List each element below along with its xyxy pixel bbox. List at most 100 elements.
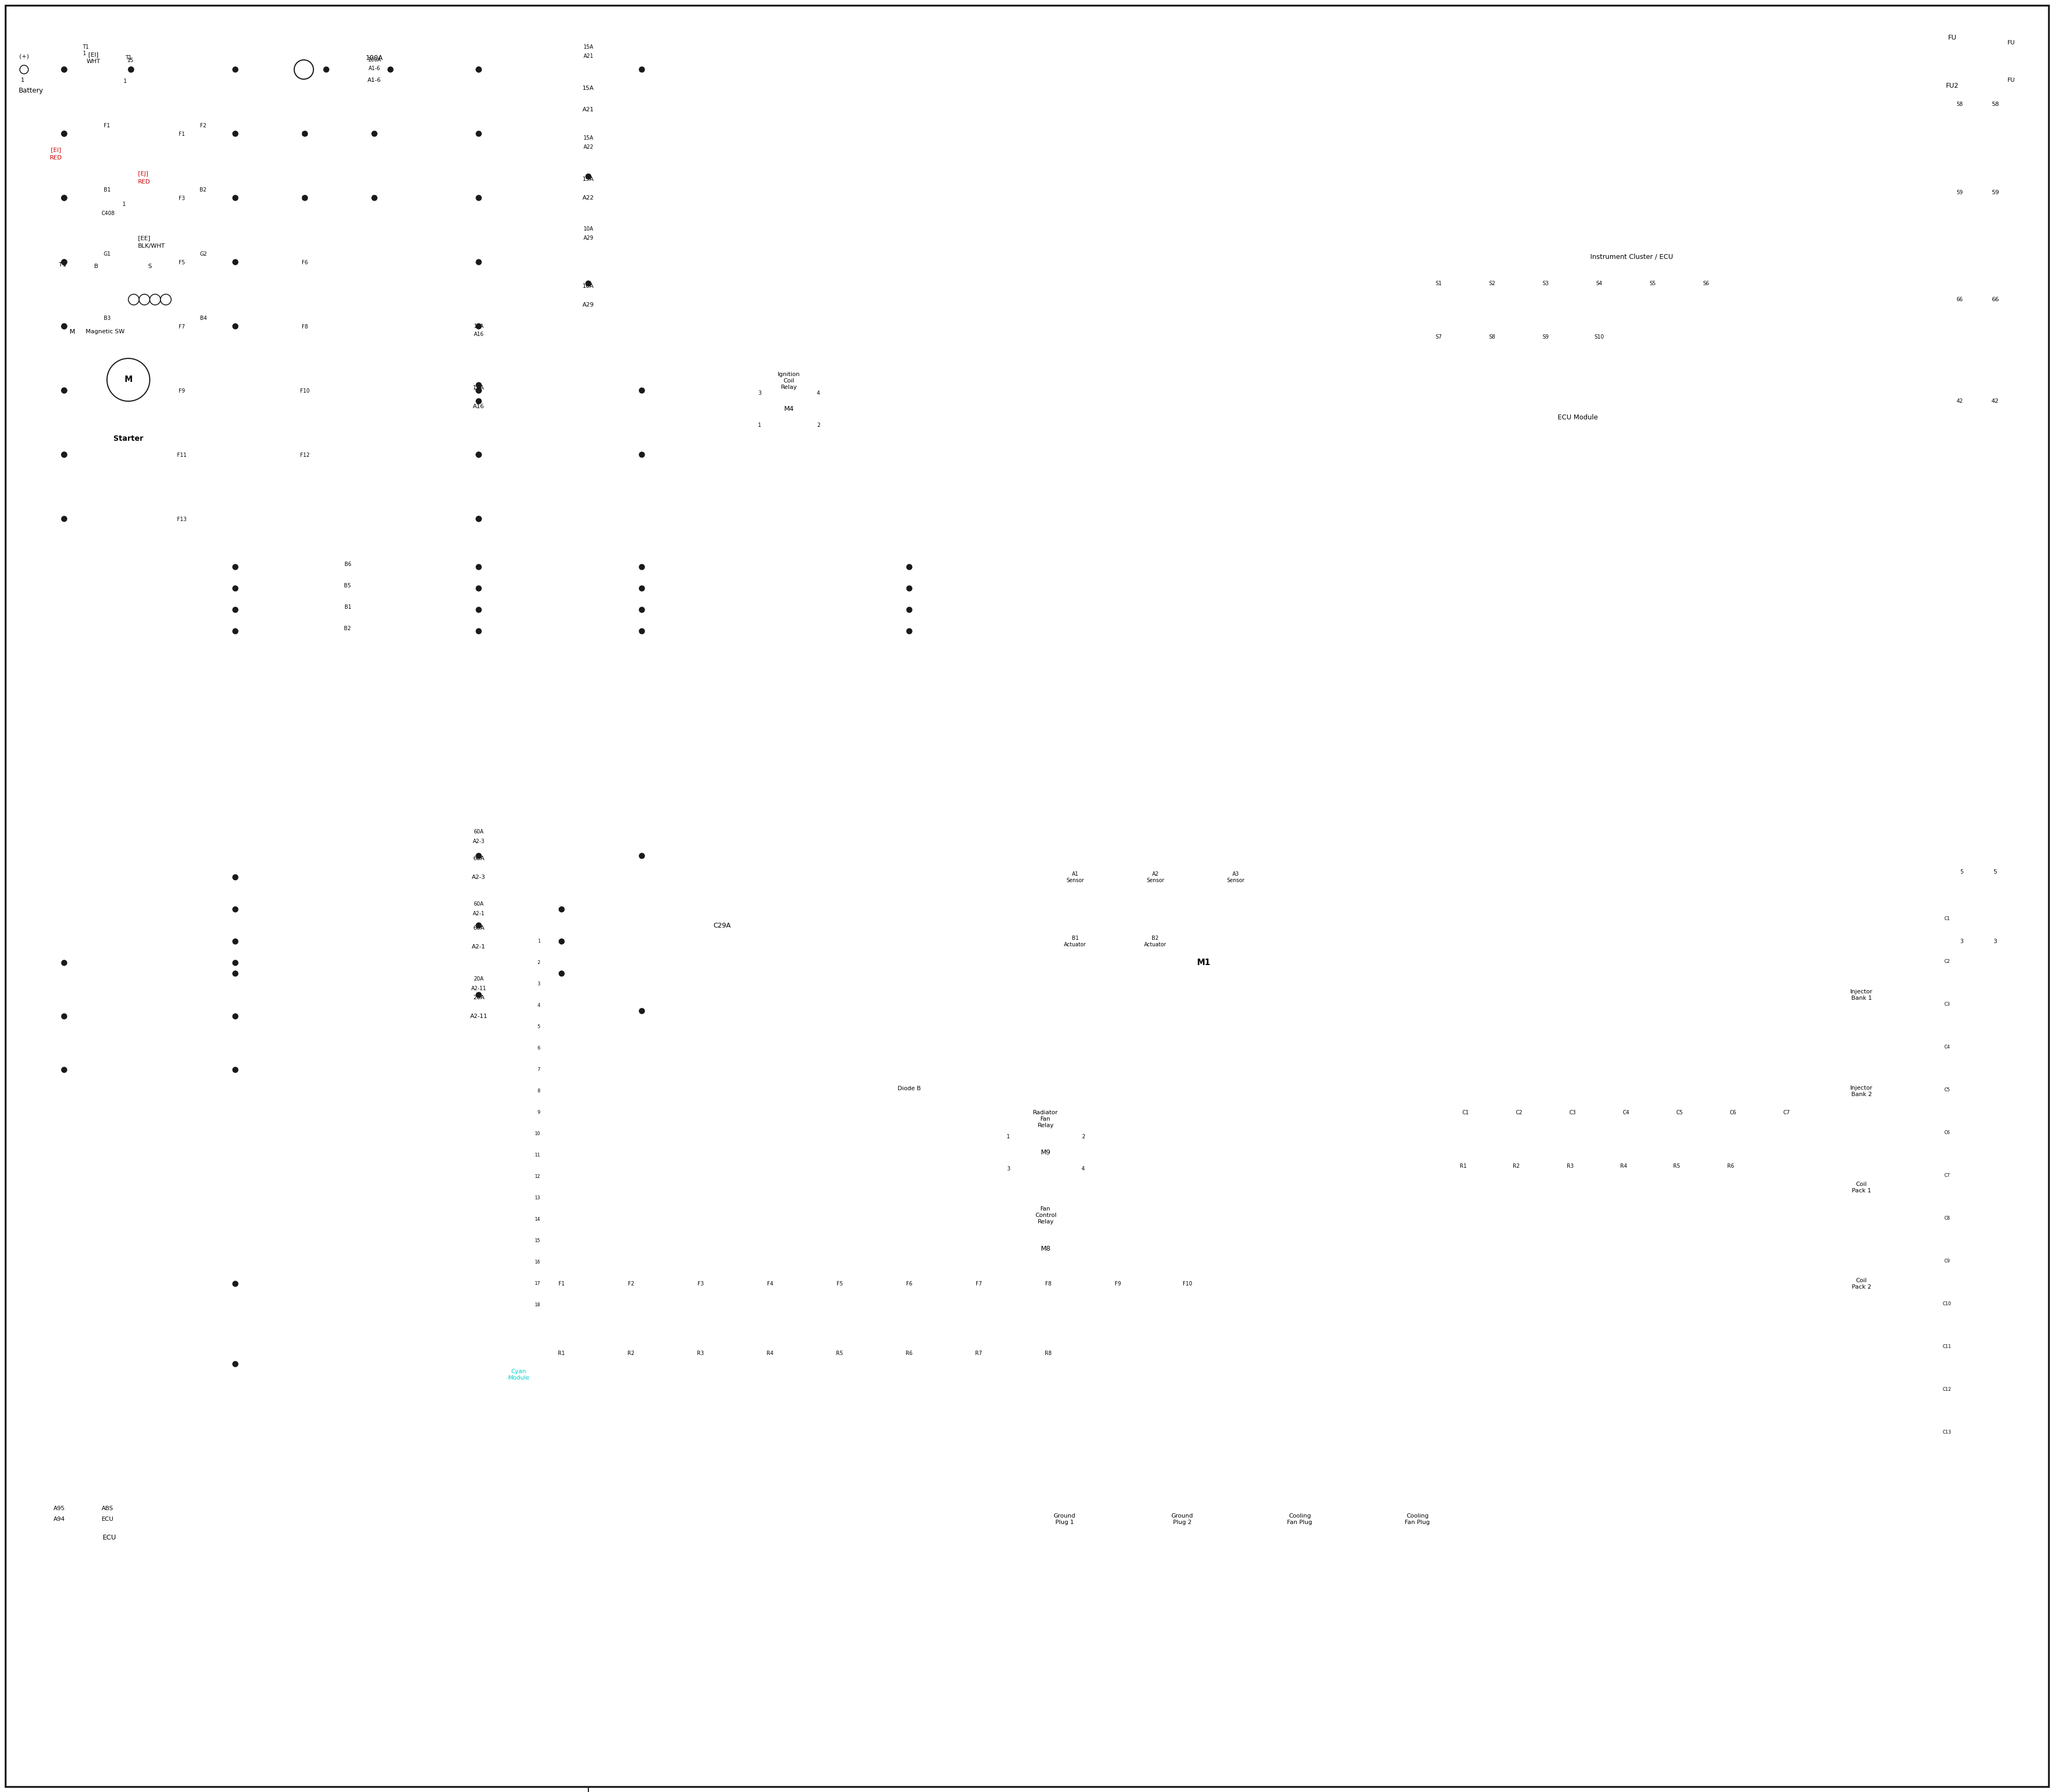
Bar: [1134, 1487, 1230, 1552]
Text: 10A: 10A: [583, 283, 594, 289]
Text: T1: T1: [82, 45, 88, 50]
Text: M1: M1: [1197, 959, 1210, 968]
Text: 3: 3: [538, 982, 540, 987]
Text: A94: A94: [53, 1516, 66, 1521]
Bar: [1968, 864, 1984, 880]
Text: F5: F5: [836, 1281, 842, 1287]
Text: A2-11: A2-11: [470, 1014, 487, 1020]
Text: G2: G2: [199, 251, 207, 256]
Circle shape: [639, 387, 645, 392]
Bar: [1444, 1150, 1481, 1183]
Text: R3: R3: [696, 1351, 705, 1357]
Bar: [1175, 1272, 1202, 1294]
Bar: [474, 998, 483, 1007]
Text: 100A: 100A: [368, 57, 382, 63]
Bar: [1035, 1272, 1062, 1294]
Text: C4: C4: [1623, 1109, 1629, 1115]
Text: 15A: 15A: [583, 86, 594, 91]
Circle shape: [21, 65, 29, 73]
Circle shape: [62, 260, 68, 265]
Text: F6: F6: [906, 1281, 912, 1287]
Text: C29A: C29A: [713, 921, 731, 928]
Bar: [283, 129, 327, 140]
Circle shape: [62, 387, 68, 392]
Circle shape: [477, 195, 481, 201]
Bar: [1898, 65, 2007, 108]
Circle shape: [477, 398, 481, 403]
Circle shape: [585, 174, 592, 179]
Text: (+): (+): [18, 54, 29, 59]
Bar: [283, 321, 327, 333]
Text: 42: 42: [1990, 398, 1999, 403]
Circle shape: [232, 874, 238, 880]
Text: 6: 6: [538, 1047, 540, 1050]
Bar: [160, 321, 203, 333]
Text: FU: FU: [2007, 77, 2015, 82]
Bar: [614, 1337, 647, 1369]
Bar: [1968, 97, 1984, 113]
Bar: [160, 256, 203, 269]
Circle shape: [62, 260, 68, 265]
Text: Magnetic SW: Magnetic SW: [86, 330, 125, 335]
Bar: [1577, 267, 1621, 299]
Bar: [283, 450, 327, 461]
Text: 15A: 15A: [472, 385, 485, 391]
Text: 5: 5: [538, 1025, 540, 1029]
Text: 13: 13: [534, 1195, 540, 1201]
Circle shape: [107, 358, 150, 401]
Text: R2: R2: [1514, 1163, 1520, 1168]
Text: [EI]: [EI]: [88, 52, 99, 57]
Text: F1: F1: [559, 1281, 565, 1287]
Text: F11: F11: [177, 453, 187, 459]
Bar: [1968, 303, 1984, 319]
Text: RED: RED: [138, 179, 150, 185]
Bar: [1497, 1150, 1534, 1183]
Text: 18: 18: [534, 1303, 540, 1308]
Bar: [283, 192, 327, 204]
Text: C6: C6: [1943, 1131, 1949, 1134]
Bar: [1444, 1097, 1487, 1129]
Bar: [1711, 1150, 1750, 1183]
Circle shape: [232, 629, 238, 634]
Text: Diode B: Diode B: [898, 1086, 920, 1091]
Text: 20A: 20A: [472, 995, 485, 1000]
Bar: [474, 860, 483, 867]
Text: R1: R1: [1460, 1163, 1467, 1168]
Bar: [1818, 1156, 1904, 1220]
Circle shape: [906, 564, 912, 570]
Bar: [121, 208, 140, 219]
Text: S10: S10: [1594, 335, 1604, 340]
Bar: [1471, 321, 1514, 353]
Text: R3: R3: [1567, 1163, 1573, 1168]
Text: Starter: Starter: [113, 435, 144, 443]
Text: 4: 4: [1082, 1167, 1085, 1172]
Bar: [1417, 321, 1460, 353]
Text: F4: F4: [766, 1281, 774, 1287]
Text: C5: C5: [1676, 1109, 1682, 1115]
Bar: [1251, 1487, 1347, 1552]
Circle shape: [127, 66, 134, 72]
Text: 15A: 15A: [583, 136, 594, 142]
Text: 5: 5: [1960, 869, 1964, 874]
Text: 1: 1: [123, 79, 127, 84]
Bar: [1968, 158, 1984, 174]
Bar: [965, 1272, 992, 1294]
Text: R7: R7: [976, 1351, 982, 1357]
Text: 60A: 60A: [474, 830, 485, 835]
Bar: [1631, 267, 1674, 299]
Bar: [1927, 1253, 1968, 1271]
Circle shape: [302, 131, 308, 136]
Bar: [1927, 952, 1968, 971]
Text: 10: 10: [534, 1131, 540, 1136]
Circle shape: [62, 1068, 68, 1073]
Text: [EJ]: [EJ]: [138, 172, 148, 177]
Circle shape: [639, 586, 645, 591]
Bar: [1898, 16, 2007, 59]
Circle shape: [232, 1014, 238, 1020]
Text: C2: C2: [1943, 959, 1949, 964]
Text: 1: 1: [123, 202, 125, 208]
Circle shape: [477, 993, 481, 998]
Text: ECU: ECU: [101, 1516, 113, 1521]
Circle shape: [232, 586, 238, 591]
Bar: [1818, 962, 1904, 1027]
